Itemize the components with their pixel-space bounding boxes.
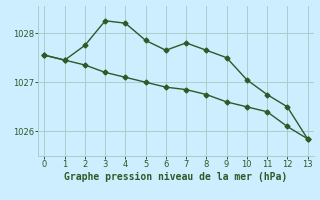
X-axis label: Graphe pression niveau de la mer (hPa): Graphe pression niveau de la mer (hPa) [64, 172, 288, 182]
